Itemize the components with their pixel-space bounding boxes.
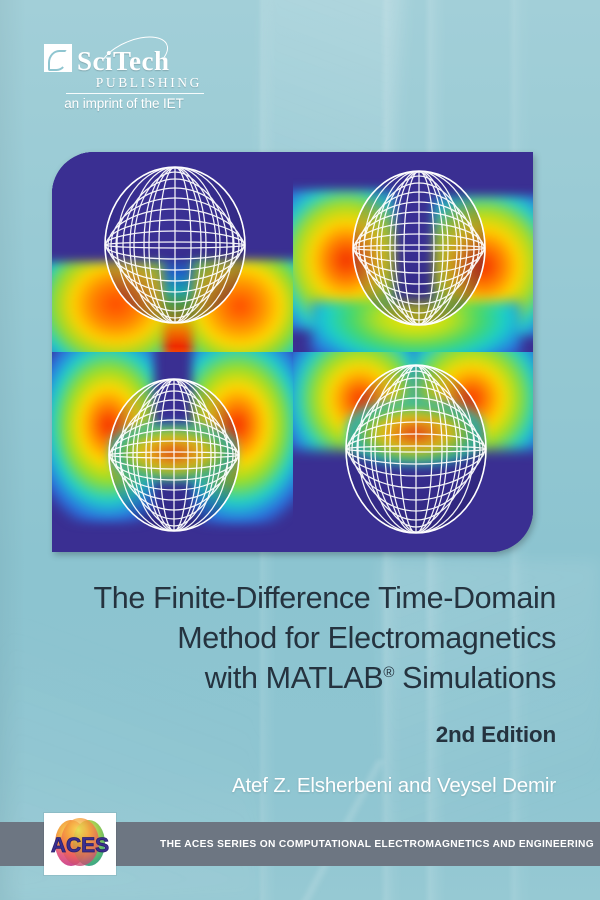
publisher-logo: SciTech PUBLISHING an imprint of the IET (44, 27, 204, 116)
publisher-publishing-word: PUBLISHING (95, 75, 202, 90)
book-title: The Finite-Difference Time-Domain Method… (44, 578, 557, 698)
author-names: Atef Z. Elsherbeni and Veysel Demir (231, 774, 556, 797)
artwork-panel-bottom-left (52, 352, 293, 552)
title-line-2: Method for Electromagnetics (177, 621, 556, 655)
field-lobe-tl-right (192, 260, 293, 352)
registered-trademark-icon: ® (383, 663, 395, 681)
artwork-panel-bottom-right (293, 352, 533, 552)
field-lobe-tr-bottom (311, 302, 521, 352)
publisher-name-row: SciTech (44, 44, 204, 76)
aces-logo-text: ACES (51, 834, 109, 857)
title-matlab-text: with MATLAB (204, 661, 384, 695)
title-line-1: The Finite-Difference Time-Domain (93, 581, 557, 615)
cover-artwork (52, 152, 533, 552)
aces-logo: ACES (44, 813, 116, 875)
publisher-book-icon (44, 44, 72, 72)
title-line-3: with MATLAB® Simulations (44, 658, 557, 698)
publisher-imprint-line: an imprint of the IET (64, 96, 184, 111)
background-left-shade (0, 0, 26, 900)
field-core-bottom-left (110, 424, 236, 482)
series-bar-text: THE ACES SERIES ON COMPUTATIONAL ELECTRO… (160, 838, 595, 850)
field-core-bottom-right (345, 400, 485, 466)
publisher-divider (66, 93, 204, 94)
artwork-panel-top-left (52, 152, 293, 352)
artwork-panel-top-right (293, 152, 533, 352)
field-lobe-tl-left (52, 262, 164, 352)
title-simulations-text: Simulations (394, 661, 556, 695)
publisher-name: SciTech (77, 46, 170, 76)
edition-label: 2nd Edition (435, 722, 556, 747)
